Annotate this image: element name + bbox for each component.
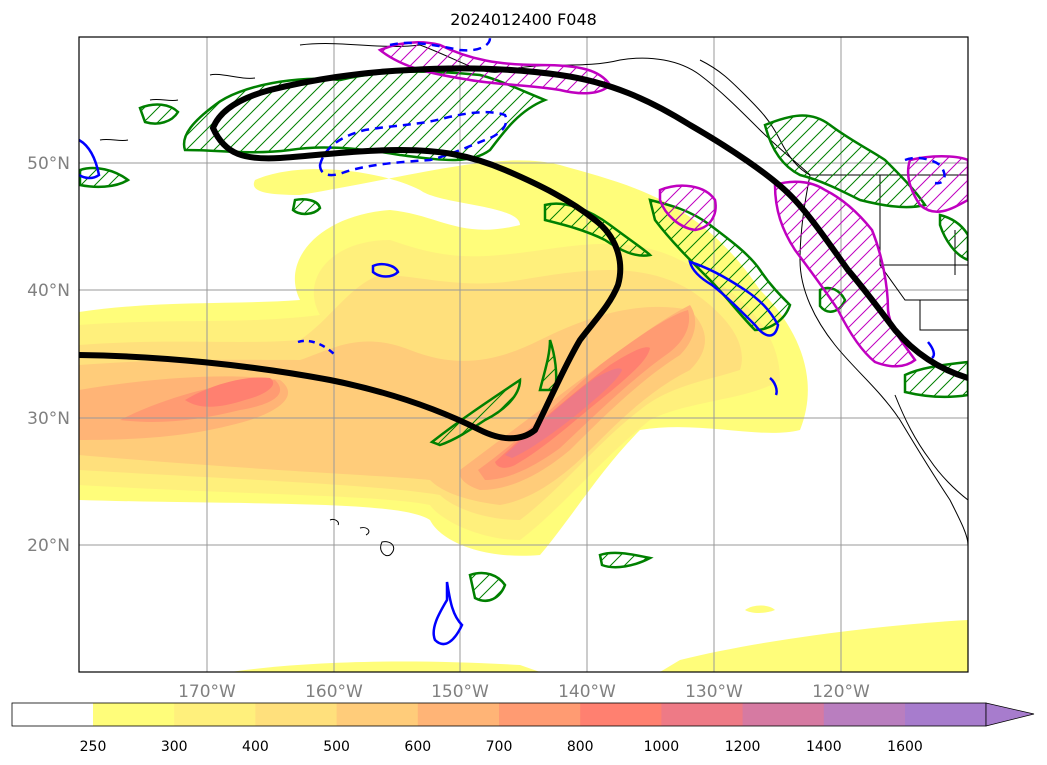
- aleutian-islands: [99, 73, 256, 142]
- lat-label-40: 40°N: [27, 281, 70, 301]
- colorbar-swatch: [336, 703, 419, 726]
- colorbar-labels: 250 300 400 500 600 700 800 1000 1200 1400 1600: [80, 739, 923, 755]
- colorbar-swatch: [12, 703, 94, 726]
- hawaii-islands: [329, 519, 395, 557]
- lon-label-160w: 160°W: [305, 682, 363, 702]
- colorbar-swatch: [823, 703, 906, 726]
- colorbar-swatch: [255, 703, 338, 726]
- green-region-small-6: [938, 213, 968, 262]
- green-region-small-2: [79, 166, 131, 189]
- colorbar-tick-label: 1600: [887, 739, 923, 755]
- colorbar: 250 300 400 500 600 700 800 1000 1200 1400 1600: [11, 702, 1035, 755]
- colorbar-swatch: [661, 703, 744, 726]
- green-region-small-3: [291, 198, 322, 216]
- lon-label-130w: 130°W: [685, 682, 743, 702]
- black-contour-main: [79, 65, 968, 442]
- colorbar-swatch: [174, 703, 256, 726]
- lat-label-50: 50°N: [27, 154, 70, 174]
- magenta-region-coast: [773, 180, 917, 368]
- colorbar-tick-label: 800: [567, 739, 594, 755]
- blue-solid-se: [927, 341, 936, 359]
- blue-solid-south: [432, 581, 464, 646]
- lon-label-120w: 120°W: [812, 682, 870, 702]
- blue-solid-central: [688, 260, 780, 337]
- green-region-small-1: [138, 103, 180, 125]
- colorbar-swatch: [417, 703, 500, 726]
- blue-solid-west: [371, 263, 400, 278]
- colorbar-tick-label: 1200: [725, 739, 761, 755]
- magenta-region-mid: [658, 184, 717, 232]
- colorbar-tick-label: 250: [80, 739, 107, 755]
- colorbar-swatch: [499, 703, 581, 726]
- colorbar-swatch: [580, 703, 662, 726]
- lon-labels: 170°W 160°W 150°W 140°W 130°W 120°W: [178, 682, 870, 702]
- lon-label-170w: 170°W: [178, 682, 236, 702]
- ivt-band-250b: [660, 620, 968, 672]
- green-region-small-4: [468, 571, 507, 602]
- blue-solid-small: [769, 377, 778, 396]
- lat-labels: 50°N 40°N 30°N 20°N: [27, 154, 70, 556]
- ivt-band-1000: [505, 368, 622, 458]
- baja: [894, 394, 968, 501]
- blue-dashed-west: [297, 339, 336, 356]
- colorbar-tick-label: 400: [242, 739, 269, 755]
- thick-black-contour: [79, 65, 968, 442]
- colorbar-tick-label: 1000: [644, 739, 680, 755]
- colorbar-swatch: [742, 703, 825, 726]
- lat-label-20: 20°N: [27, 536, 70, 556]
- colorbar-swatches: [11, 702, 987, 727]
- lat-label-30: 30°N: [27, 409, 70, 429]
- blue-solid-edge: [79, 138, 101, 180]
- lon-label-150w: 150°W: [431, 682, 489, 702]
- lon-label-140w: 140°W: [558, 682, 616, 702]
- colorbar-extend-arrow: [985, 702, 1035, 727]
- ivt-band-250d: [230, 661, 540, 672]
- colorbar-tick-label: 300: [161, 739, 188, 755]
- colorbar-tick-label: 500: [323, 739, 350, 755]
- colorbar-tick-label: 600: [404, 739, 431, 755]
- green-region-small-5: [598, 551, 654, 569]
- magenta-hatched-regions: [377, 41, 968, 368]
- colorbar-tick-label: 700: [486, 739, 513, 755]
- colorbar-tick-label: 1400: [806, 739, 842, 755]
- blue-contours: [79, 37, 946, 646]
- gridlines: [79, 37, 968, 672]
- colorbar-swatch: [905, 703, 987, 726]
- plot-border: [78, 36, 969, 673]
- map-title: 2024012400 F048: [450, 10, 597, 29]
- blue-dashed-north: [318, 37, 508, 177]
- colorbar-swatch: [93, 703, 175, 726]
- ivt-band-250c: [745, 605, 775, 613]
